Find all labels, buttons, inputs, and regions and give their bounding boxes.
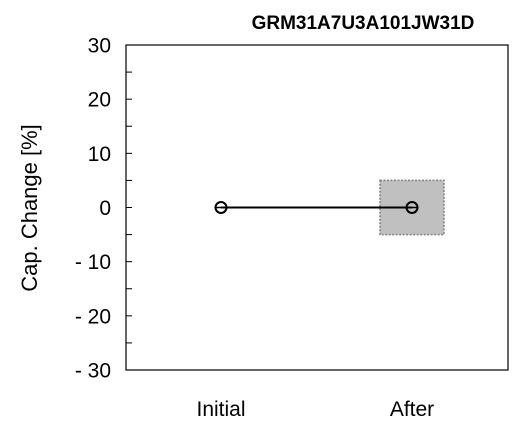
y-axis-title: Cap. Change [%] bbox=[17, 124, 42, 292]
y-tick-label: 10 bbox=[88, 143, 111, 166]
series-layer bbox=[214, 201, 419, 214]
x-tick-label: After bbox=[390, 398, 434, 421]
y-tick-label: - 10 bbox=[75, 251, 111, 274]
y-tick-label: 0 bbox=[99, 197, 111, 220]
y-axis-tick-labels: 30 20 10 0 - 10 - 20 - 30 bbox=[75, 35, 111, 383]
y-tick-label: - 30 bbox=[75, 360, 111, 383]
y-axis-ticks bbox=[126, 44, 132, 371]
x-axis-tick-labels: Initial After bbox=[196, 398, 434, 421]
y-tick-label: 20 bbox=[88, 89, 111, 112]
y-tick-label: - 20 bbox=[75, 305, 111, 328]
x-tick-label: Initial bbox=[196, 398, 245, 421]
chart-title: GRM31A7U3A101JW31D bbox=[252, 13, 475, 34]
y-tick-label: 30 bbox=[88, 35, 111, 58]
